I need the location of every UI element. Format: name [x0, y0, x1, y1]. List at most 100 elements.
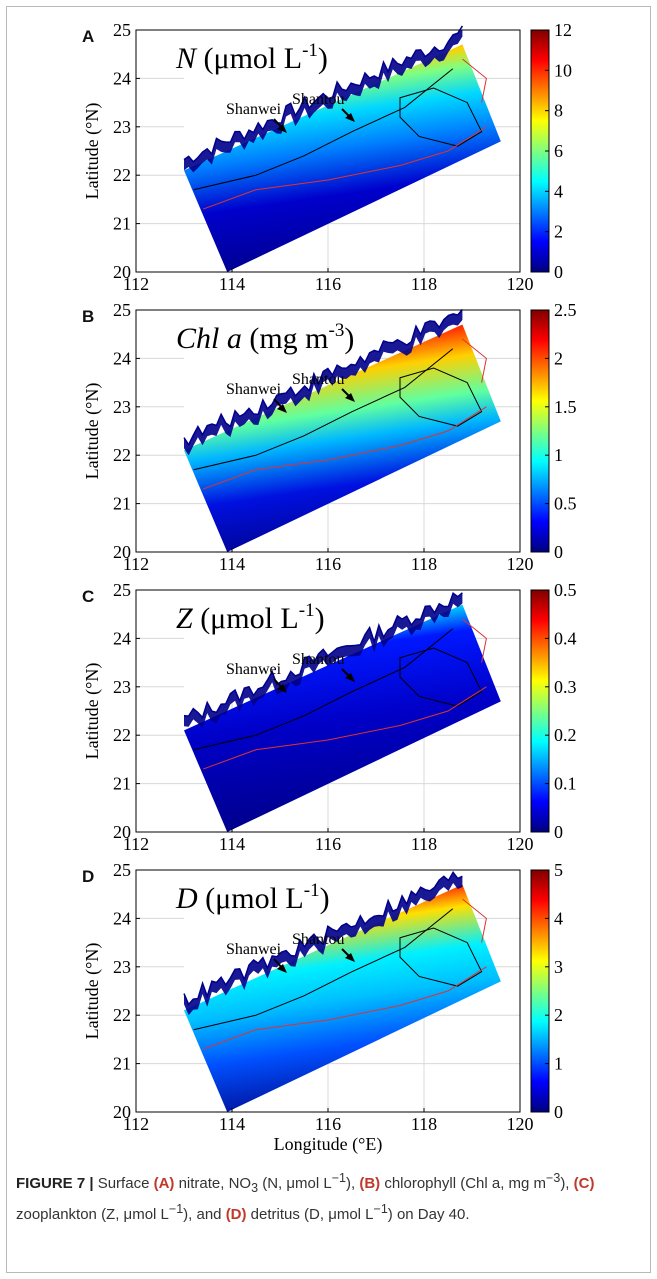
contour-black [193, 628, 454, 751]
coastline [183, 25, 464, 163]
x-tick-label: 114 [219, 554, 245, 574]
caption-sub: 3 [251, 1181, 259, 1195]
colorbar-tick-label: 3 [554, 957, 563, 977]
y-tick-label: 24 [113, 68, 131, 88]
title-close: ) [344, 322, 354, 355]
colorbar [530, 869, 550, 1113]
title-variable: D [175, 882, 198, 915]
colorbar [530, 309, 550, 553]
x-tick-label: 112 [123, 834, 149, 854]
panel-title: N (μmol L-1) [175, 40, 328, 75]
colorbar-tick-label: 4 [554, 908, 563, 928]
caption-label-d: (D) [225, 1206, 247, 1223]
contour-red [462, 898, 487, 943]
caption-text: Surface [93, 1175, 154, 1192]
title-unit: (mg m [242, 322, 329, 355]
y-tick-label: 24 [113, 908, 131, 928]
panel-title: Chl a (mg m-3) [176, 320, 354, 355]
title-unit: (μmol L [198, 882, 304, 915]
contour-eddy [399, 87, 483, 147]
colorbar-tick-label: 0.1 [554, 774, 577, 794]
x-tick-label: 116 [315, 834, 341, 854]
coastline-land [184, 25, 463, 173]
title-exponent: -3 [329, 320, 345, 341]
caption-sup: −1 [373, 1202, 388, 1216]
panel-letter: C [82, 587, 94, 606]
caption-sup: −1 [168, 1202, 184, 1216]
y-tick-label: 25 [113, 20, 131, 40]
land-mask [184, 309, 463, 445]
caption-text: ), and [183, 1206, 226, 1223]
x-tick-label: 120 [507, 274, 534, 294]
arrowhead-shanwei [277, 964, 287, 973]
x-tick-label: 118 [411, 274, 437, 294]
y-tick-label: 24 [113, 628, 131, 648]
contour-red [462, 618, 487, 663]
caption-text: zooplankton (Z, μmol L [16, 1206, 169, 1223]
colorbar-tick-label: 0 [554, 262, 563, 282]
y-tick-label: 25 [113, 580, 131, 600]
arrowhead-shantou [345, 113, 355, 122]
model-field [184, 44, 501, 272]
panel-letter: A [82, 27, 94, 46]
title-close: ) [315, 602, 325, 635]
y-tick-label: 23 [113, 117, 131, 137]
coastline [183, 308, 463, 447]
colorbar-tick-label: 10 [554, 60, 572, 80]
x-tick-label: 120 [507, 1114, 534, 1134]
x-tick-label: 114 [219, 274, 245, 294]
label-shanwei: Shanwei [226, 381, 282, 398]
caption-text: nitrate, NO [174, 1175, 252, 1192]
contour-black [193, 908, 454, 1031]
x-tick-label: 120 [507, 834, 534, 854]
y-tick-label: 22 [113, 165, 131, 185]
colorbar-tick-label: 5 [554, 860, 563, 880]
arrowhead-shantou [345, 953, 355, 962]
arrowhead-shanwei [277, 404, 287, 413]
x-tick-label: 112 [123, 274, 149, 294]
coastline-land [184, 309, 463, 456]
coastline [183, 871, 463, 1006]
y-tick-label: 20 [113, 262, 131, 282]
panel-title: D (μmol L-1) [175, 880, 330, 915]
x-tick-label: 112 [123, 1114, 149, 1134]
x-tick-label: 120 [507, 554, 534, 574]
y-axis-label: Latitude (°N) [82, 103, 103, 200]
y-tick-label: 21 [113, 774, 131, 794]
colorbar-tick-label: 6 [554, 141, 563, 161]
contour-eddy [399, 367, 483, 427]
contour-eddy [399, 647, 483, 707]
y-tick-label: 21 [113, 214, 131, 234]
arrowhead-shanwei [277, 684, 287, 693]
title-variable: Z [176, 602, 193, 635]
colorbar-tick-label: 4 [554, 181, 563, 201]
title-close: ) [318, 42, 328, 75]
arrowhead-shanwei [277, 124, 287, 133]
label-shanwei: Shanwei [226, 661, 282, 678]
caption-sup: −1 [331, 1171, 346, 1185]
colorbar-tick-label: 0 [554, 1102, 563, 1122]
caption-text: detritus (D, μmol L [246, 1206, 374, 1223]
x-axis-label: Longitude (°E) [274, 1134, 383, 1155]
contour-eddy [399, 927, 483, 987]
y-tick-label: 20 [113, 1102, 131, 1122]
caption-label-c: (C) [573, 1175, 595, 1192]
x-tick-label: 118 [411, 834, 437, 854]
y-tick-label: 20 [113, 542, 131, 562]
colorbar-tick-label: 0.5 [554, 494, 577, 514]
x-tick-label: 118 [411, 1114, 437, 1134]
colorbar-tick-label: 0.5 [554, 580, 577, 600]
y-tick-label: 23 [113, 397, 131, 417]
colorbar-tick-label: 2.5 [554, 300, 577, 320]
contour-red [203, 686, 487, 770]
caption-figure-label: FIGURE 7 | [16, 1175, 94, 1192]
arrowhead-shantou [345, 673, 355, 682]
x-tick-label: 116 [315, 274, 341, 294]
y-axis-label: Latitude (°N) [82, 943, 103, 1040]
x-tick-label: 112 [123, 554, 149, 574]
colorbar-tick-label: 1 [554, 445, 563, 465]
coastline [183, 591, 463, 719]
contour-red [203, 126, 487, 210]
